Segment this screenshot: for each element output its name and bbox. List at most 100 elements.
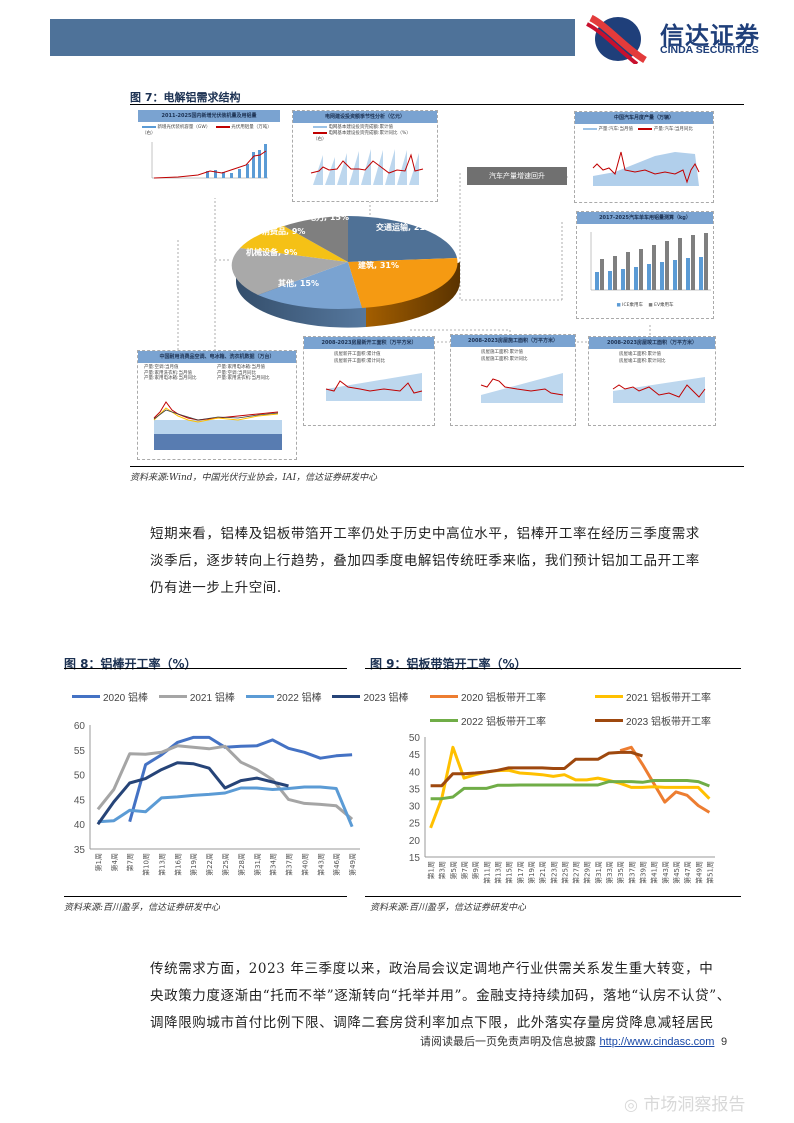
mini-chart-legend: 产量:汽车:当月值 产量:汽车:当月同比 <box>575 124 713 134</box>
pie-label-machinery: 机械设备, 9% <box>246 247 297 257</box>
svg-text:第16周: 第16周 <box>173 853 182 876</box>
svg-text:35: 35 <box>409 784 421 795</box>
figure8-bottom-rule <box>64 896 347 897</box>
svg-text:第9周: 第9周 <box>471 861 480 879</box>
paragraph-line: 央政策力度逐渐由“托而不举”逐渐转向“托举并用”。金融支持持续加码，落地“认房不… <box>150 988 731 1004</box>
paragraph-short-term-outlook: 短期来看，铝棒及铝板带箔开工率仍处于历史中高位水平，铝棒开工率在经历三季度需求 … <box>150 521 750 602</box>
svg-text:第17周: 第17周 <box>516 861 525 884</box>
figure8-top-rule <box>64 668 347 669</box>
footer-disclaimer: 请阅读最后一页免责声明及信息披露 <box>420 1035 596 1048</box>
figure9-bottom-rule <box>365 896 741 897</box>
svg-text:第37周: 第37周 <box>285 853 294 876</box>
mini-chart-title: 中国汽车月度产量（万辆） <box>575 112 713 124</box>
svg-text:第19周: 第19周 <box>189 853 198 876</box>
svg-text:第41周: 第41周 <box>650 861 659 884</box>
mini-chart-plot <box>590 232 711 291</box>
paragraph-line: 调降限购城市首付比例下限、调降二套房贷利率加点下限，此外落实存量房贷降息减轻居民 <box>150 1015 714 1031</box>
callout-auto-production: 汽车产量增速回升 <box>467 167 567 185</box>
svg-text:40: 40 <box>74 820 86 831</box>
header-bar <box>50 19 575 56</box>
mini-chart-legend: 新增光伏装机容量（GW） 光伏用铝量（万吨）（右） <box>142 125 272 136</box>
mini-chart-plot <box>592 151 700 186</box>
legend-2022: 2022 铝棒 <box>245 689 322 704</box>
svg-text:第46周: 第46周 <box>332 853 341 876</box>
cinda-logo-icon <box>586 14 647 64</box>
figure8-title: 图 8：铝棒开工率（%） <box>64 657 197 671</box>
pie-label-transport: 交通运输, 21% <box>376 222 433 232</box>
svg-text:第10周: 第10周 <box>142 853 151 876</box>
svg-text:20: 20 <box>409 836 421 847</box>
figure9-line-chart: 1520253035404550第1周 第3周 第5周 第7周 第9周 第11周 第13周第… <box>409 733 715 884</box>
mini-chart-legend: 产量:空调:当月值 产量:家用电冰箱:当月值 产量:家用洗衣机:当月值 产量:空调:… <box>144 365 270 381</box>
figure7-source: 资料来源:Wind，中国光伏行业协会，IAI，信达证券研发中心 <box>130 473 378 483</box>
footer-url-link[interactable]: http://www.cindasc.com <box>599 1036 715 1048</box>
demand-structure-pie-chart: 交通运输, 21% 建筑, 31% 其他, 15% 机械设备, 9% 消费品, … <box>231 212 460 328</box>
pie-label-construction: 建筑, 31% <box>357 260 399 270</box>
svg-text:第47周: 第47周 <box>683 861 692 884</box>
svg-text:25: 25 <box>409 819 421 830</box>
pie-label-consumer: 消费品, 9% <box>262 226 305 236</box>
svg-text:第37周: 第37周 <box>627 861 636 884</box>
svg-text:60: 60 <box>74 721 86 732</box>
svg-text:第28周: 第28周 <box>237 853 246 876</box>
svg-text:第49周: 第49周 <box>348 853 357 876</box>
mini-chart-plot <box>325 373 423 401</box>
svg-text:35: 35 <box>74 845 86 856</box>
legend-2022: 2022 铝板带开工率 <box>430 713 587 728</box>
figure8-line-chart: 35 40 45 50 55 60 第1周 第4周 第7周 第10周 第13周 第16周 第19周 第22… <box>74 721 360 876</box>
mini-chart-title: 2017-2025汽车单车用铝量测算（kg） <box>577 212 713 224</box>
mini-chart-plot <box>153 400 282 450</box>
figure8-source: 资料来源:百川盈孚，信达证券研发中心 <box>64 903 221 913</box>
mini-chart-under-construction: 2008-2023房屋施工面积（万平方米） 房屋施工面积:累计值 房屋施工面积:… <box>450 334 576 426</box>
svg-text:第23周: 第23周 <box>549 861 558 884</box>
legend-2021: 2021 铝板带开工率 <box>595 689 752 704</box>
svg-text:第5周: 第5周 <box>449 861 458 879</box>
paragraph-traditional-demand: 传统需求方面，2023 年三季度以来，政治局会议定调地产行业供需关系发生重大转变… <box>150 956 750 1037</box>
svg-text:第7周: 第7周 <box>460 861 469 879</box>
svg-text:55: 55 <box>74 746 86 757</box>
mini-chart-plot <box>151 142 268 179</box>
svg-text:第13周: 第13周 <box>157 853 166 876</box>
mini-chart-legend: ■ ICE乘用车 ■ EV乘用车 <box>616 303 674 308</box>
svg-text:第43周: 第43周 <box>661 861 670 884</box>
svg-text:第7周: 第7周 <box>126 853 135 871</box>
mini-chart-title: 电网建设投资额季节性分析（亿元） <box>293 111 437 123</box>
legend-2021: 2021 铝棒 <box>158 689 235 704</box>
svg-text:第3周: 第3周 <box>438 861 447 879</box>
paragraph-line: 传统需求方面，2023 年三季度以来，政治局会议定调地产行业供需关系发生重大转变… <box>150 961 714 977</box>
mini-chart-new-starts: 2008-2023房屋新开工面积（万平方米） 房屋新开工面积:累计值 房屋新开工… <box>303 336 435 426</box>
mini-chart-plot <box>480 373 564 403</box>
svg-text:第39周: 第39周 <box>639 861 648 884</box>
svg-text:45: 45 <box>409 750 421 761</box>
mini-chart-vehicle-aluminum: 2017-2025汽车单车用铝量测算（kg） ■ ICE乘用车 ■ EV乘用车 <box>576 211 714 319</box>
mini-chart-title: 2008-2023房屋竣工面积（万平方米） <box>589 337 715 349</box>
legend-2020: 2020 铝板带开工率 <box>430 689 587 704</box>
svg-text:第15周: 第15周 <box>505 861 514 884</box>
page-footer: 请阅读最后一页免责声明及信息披露 http://www.cindasc.com … <box>420 1033 727 1049</box>
paragraph-line: 淡季后，逐步转向上行趋势，叠加四季度电解铝传统旺季来临，我们预计铝加工品开工率 <box>150 553 700 569</box>
mini-chart-grid-investment: 电网建设投资额季节性分析（亿元） 电网基本建设投资完成额:累计值 电网基本建设投… <box>292 110 438 202</box>
svg-text:50: 50 <box>74 771 86 782</box>
mini-chart-plot <box>310 149 424 185</box>
figure8-legend: 2020 铝棒 2021 铝棒 2022 铝棒 2023 铝棒 <box>72 689 416 704</box>
mini-chart-plot <box>612 377 706 403</box>
paragraph-line: 仍有进一步上升空间. <box>150 580 282 596</box>
figure9-legend: 2020 铝板带开工率 2021 铝板带开工率 2022 铝板带开工率 2023… <box>430 689 760 728</box>
svg-text:第21周: 第21周 <box>538 861 547 884</box>
figure7-bottom-rule <box>130 466 744 467</box>
svg-text:50: 50 <box>409 733 421 744</box>
svg-text:第34周: 第34周 <box>269 853 278 876</box>
mini-chart-appliances: 中国耐用消费品空调、电冰箱、洗衣机数据（万台） 产量:空调:当月值 产量:家用电冰… <box>137 350 297 460</box>
page-number: 9 <box>720 1036 728 1048</box>
figure7-top-rule <box>130 104 744 105</box>
svg-text:第51周: 第51周 <box>705 861 714 884</box>
svg-text:第4周: 第4周 <box>110 853 119 871</box>
svg-text:第40周: 第40周 <box>300 853 309 876</box>
svg-text:第31周: 第31周 <box>594 861 603 884</box>
figure9-source: 资料来源:百川盈孚，信达证券研发中心 <box>370 903 527 913</box>
mini-chart-legend: 电网基本建设投资完成额:累计值 电网基本建设投资完成额:累计同比（%）（右） <box>313 125 411 142</box>
figure7-title: 图 7：电解铝需求结构 <box>130 91 241 104</box>
svg-text:第27周: 第27周 <box>572 861 581 884</box>
weibo-icon: ◎ <box>624 1095 638 1114</box>
mini-chart-legend: 房屋竣工面积:累计值 房屋竣工面积:累计同比 <box>619 352 666 364</box>
